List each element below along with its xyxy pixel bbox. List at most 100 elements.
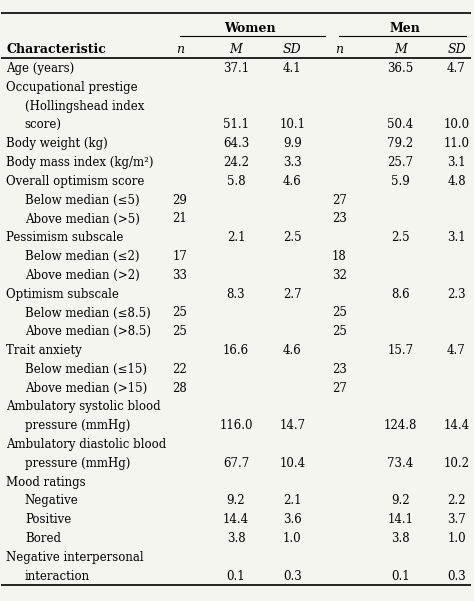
- Text: 11.0: 11.0: [444, 137, 469, 150]
- Text: Negative interpersonal: Negative interpersonal: [6, 551, 144, 564]
- Text: Above median (>15): Above median (>15): [25, 382, 147, 395]
- Text: Ambulatory diastolic blood: Ambulatory diastolic blood: [6, 438, 166, 451]
- Text: 8.3: 8.3: [227, 288, 245, 300]
- Text: 25: 25: [172, 325, 187, 338]
- Text: 0.3: 0.3: [447, 570, 466, 583]
- Text: 2.5: 2.5: [391, 231, 410, 244]
- Text: 67.7: 67.7: [223, 457, 249, 470]
- Text: Positive: Positive: [25, 513, 71, 526]
- Text: 10.4: 10.4: [279, 457, 305, 470]
- Text: 2.3: 2.3: [447, 288, 466, 300]
- Text: 28: 28: [173, 382, 187, 395]
- Text: Men: Men: [390, 22, 420, 35]
- Text: 14.4: 14.4: [223, 513, 249, 526]
- Text: 32: 32: [332, 269, 346, 282]
- Text: 18: 18: [332, 250, 346, 263]
- Text: Below median (≤2): Below median (≤2): [25, 250, 139, 263]
- Text: 9.2: 9.2: [391, 495, 410, 507]
- Text: 10.1: 10.1: [279, 118, 305, 132]
- Text: interaction: interaction: [25, 570, 90, 583]
- Text: 33: 33: [172, 269, 187, 282]
- Text: Below median (≤8.5): Below median (≤8.5): [25, 307, 151, 320]
- Text: 4.8: 4.8: [447, 175, 466, 188]
- Text: Negative: Negative: [25, 495, 79, 507]
- Text: Above median (>5): Above median (>5): [25, 213, 140, 225]
- Text: 25: 25: [332, 307, 346, 320]
- Text: Overall optimism score: Overall optimism score: [6, 175, 145, 188]
- Text: Age (years): Age (years): [6, 62, 74, 75]
- Text: 4.6: 4.6: [283, 175, 301, 188]
- Text: Ambulatory systolic blood: Ambulatory systolic blood: [6, 400, 161, 413]
- Text: Trait anxiety: Trait anxiety: [6, 344, 82, 357]
- Text: Body weight (kg): Body weight (kg): [6, 137, 108, 150]
- Text: 5.9: 5.9: [391, 175, 410, 188]
- Text: n: n: [176, 43, 184, 56]
- Text: 2.1: 2.1: [227, 231, 245, 244]
- Text: 3.8: 3.8: [391, 532, 410, 545]
- Text: 0.1: 0.1: [391, 570, 410, 583]
- Text: 3.1: 3.1: [447, 156, 466, 169]
- Text: 25.7: 25.7: [387, 156, 413, 169]
- Text: 3.1: 3.1: [447, 231, 466, 244]
- Text: 15.7: 15.7: [387, 344, 413, 357]
- Text: Bored: Bored: [25, 532, 61, 545]
- Text: pressure (mmHg): pressure (mmHg): [25, 457, 130, 470]
- Text: 64.3: 64.3: [223, 137, 249, 150]
- Text: 1.0: 1.0: [283, 532, 301, 545]
- Text: 14.1: 14.1: [387, 513, 413, 526]
- Text: 37.1: 37.1: [223, 62, 249, 75]
- Text: 24.2: 24.2: [223, 156, 249, 169]
- Text: SD: SD: [447, 43, 466, 56]
- Text: 10.2: 10.2: [444, 457, 469, 470]
- Text: 116.0: 116.0: [219, 419, 253, 432]
- Text: 29: 29: [172, 194, 187, 207]
- Text: 3.3: 3.3: [283, 156, 301, 169]
- Text: Optimism subscale: Optimism subscale: [6, 288, 119, 300]
- Text: 25: 25: [332, 325, 346, 338]
- Text: 23: 23: [332, 213, 346, 225]
- Text: Below median (≤5): Below median (≤5): [25, 194, 139, 207]
- Text: Above median (>8.5): Above median (>8.5): [25, 325, 151, 338]
- Text: 27: 27: [332, 194, 346, 207]
- Text: SD: SD: [283, 43, 301, 56]
- Text: 73.4: 73.4: [387, 457, 413, 470]
- Text: 36.5: 36.5: [387, 62, 413, 75]
- Text: 4.6: 4.6: [283, 344, 301, 357]
- Text: 2.1: 2.1: [283, 495, 301, 507]
- Text: 9.9: 9.9: [283, 137, 301, 150]
- Text: pressure (mmHg): pressure (mmHg): [25, 419, 130, 432]
- Text: 2.2: 2.2: [447, 495, 466, 507]
- Text: 0.1: 0.1: [227, 570, 245, 583]
- Text: 14.7: 14.7: [279, 419, 305, 432]
- Text: 2.5: 2.5: [283, 231, 301, 244]
- Text: 10.0: 10.0: [444, 118, 470, 132]
- Text: M: M: [229, 43, 242, 56]
- Text: 2.7: 2.7: [283, 288, 301, 300]
- Text: n: n: [335, 43, 343, 56]
- Text: (Hollingshead index: (Hollingshead index: [25, 100, 144, 112]
- Text: score): score): [25, 118, 62, 132]
- Text: Occupational prestige: Occupational prestige: [6, 81, 138, 94]
- Text: Women: Women: [224, 22, 276, 35]
- Text: 4.7: 4.7: [447, 344, 466, 357]
- Text: 1.0: 1.0: [447, 532, 466, 545]
- Text: 3.7: 3.7: [447, 513, 466, 526]
- Text: 3.8: 3.8: [227, 532, 245, 545]
- Text: 5.8: 5.8: [227, 175, 245, 188]
- Text: 50.4: 50.4: [387, 118, 413, 132]
- Text: 14.4: 14.4: [444, 419, 470, 432]
- Text: Body mass index (kg/m²): Body mass index (kg/m²): [6, 156, 154, 169]
- Text: 17: 17: [172, 250, 187, 263]
- Text: 0.3: 0.3: [283, 570, 301, 583]
- Text: 21: 21: [173, 213, 187, 225]
- Text: Below median (≤15): Below median (≤15): [25, 363, 147, 376]
- Text: M: M: [394, 43, 407, 56]
- Text: Mood ratings: Mood ratings: [6, 475, 86, 489]
- Text: 4.7: 4.7: [447, 62, 466, 75]
- Text: 8.6: 8.6: [391, 288, 410, 300]
- Text: 9.2: 9.2: [227, 495, 245, 507]
- Text: 79.2: 79.2: [387, 137, 413, 150]
- Text: Characteristic: Characteristic: [6, 43, 106, 56]
- Text: 27: 27: [332, 382, 346, 395]
- Text: 51.1: 51.1: [223, 118, 249, 132]
